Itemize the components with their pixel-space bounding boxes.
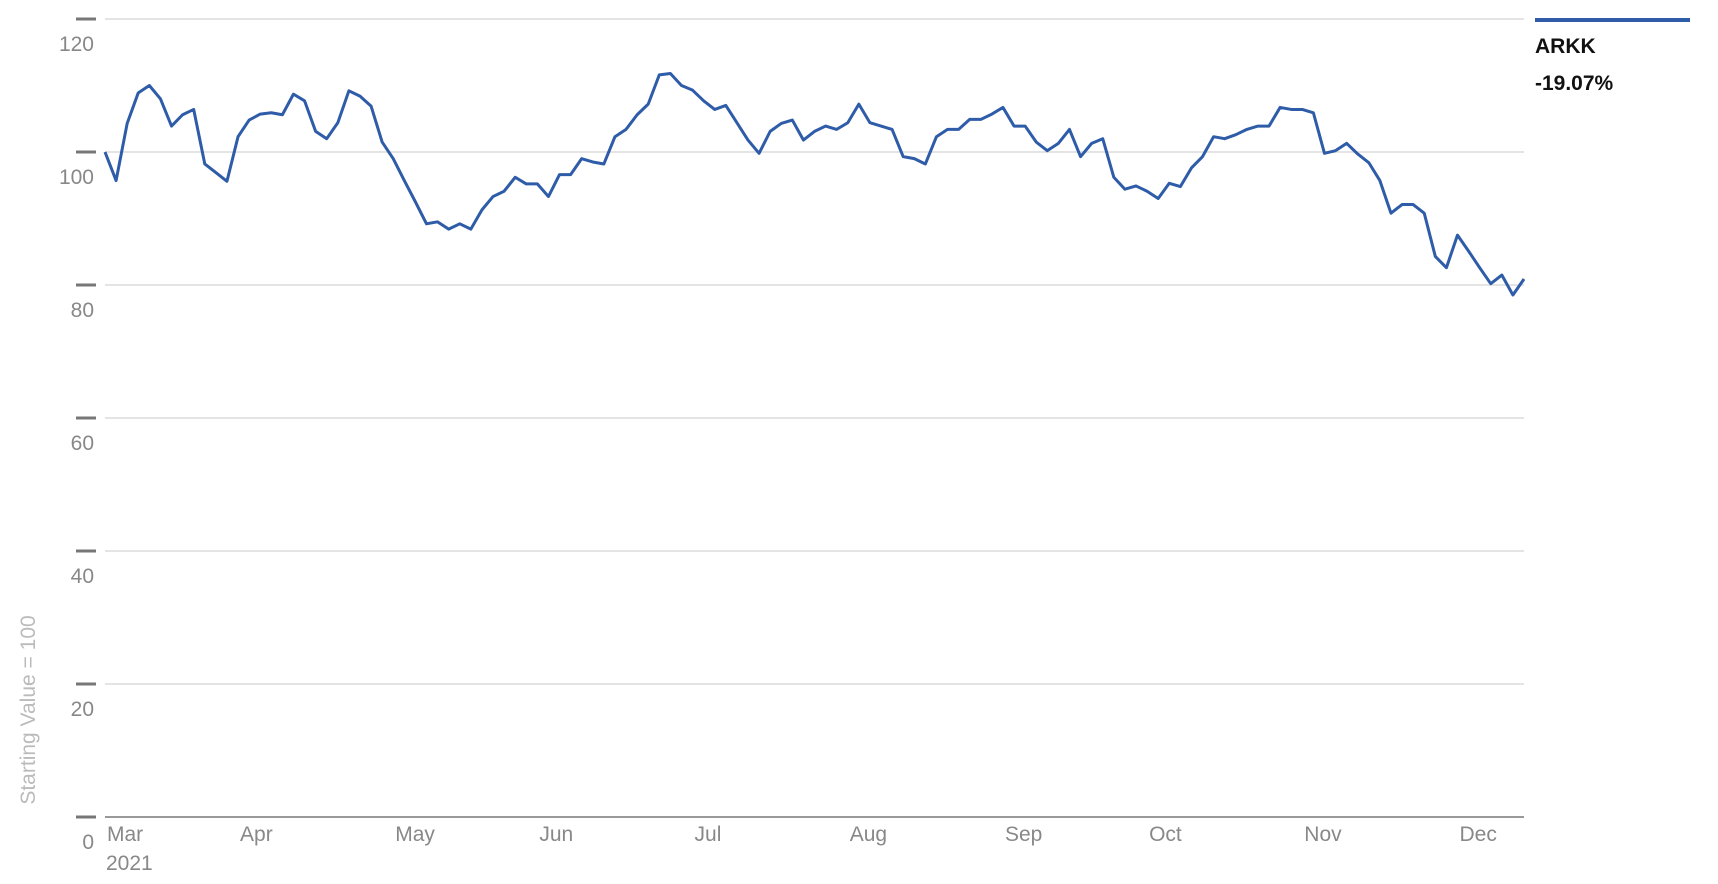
x-tick-label: Nov	[1304, 823, 1342, 846]
data-line	[103, 72, 1526, 297]
x-tick-label: Apr	[240, 823, 273, 846]
annotation: -19.07%	[1535, 72, 1614, 95]
x-tick-label: Sep	[1005, 823, 1042, 846]
x-tick-label: Dec	[1459, 823, 1496, 846]
x-tick-label: May	[395, 823, 435, 846]
x-tick-label: Jun	[539, 823, 573, 846]
x-tick-label: Oct	[1149, 823, 1182, 846]
y-tick-label: 40	[71, 565, 94, 588]
x-axis-year: 2021	[106, 852, 153, 875]
x-tick-label: Jul	[695, 823, 722, 846]
y-tick-label: 20	[71, 698, 94, 721]
legend-label: ARKK	[1535, 35, 1596, 58]
x-tick-label: Mar	[107, 823, 143, 846]
y-tick-label: 60	[71, 432, 94, 455]
y-axis-label: Starting Value = 100	[17, 615, 40, 804]
y-tick-label: 120	[59, 33, 94, 56]
y-tick-label: 100	[59, 166, 94, 189]
y-tick-label: 80	[71, 299, 94, 322]
y-tick-label: 0	[82, 831, 94, 854]
x-tick-label: Aug	[850, 823, 887, 846]
